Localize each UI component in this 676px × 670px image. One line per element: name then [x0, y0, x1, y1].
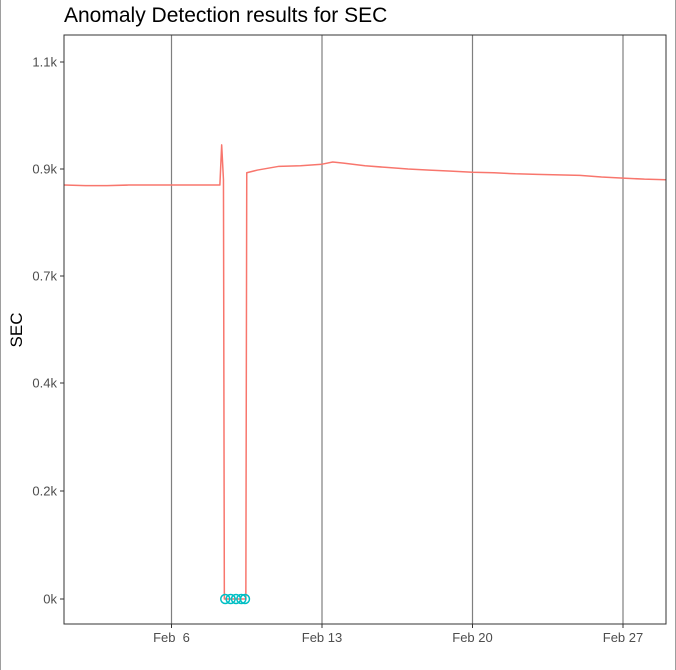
plot-panel [64, 35, 666, 624]
x-tick-label: Feb 13 [302, 630, 342, 645]
y-tick-label: 0.7k [32, 269, 57, 284]
y-tick-label: 1.1k [32, 55, 57, 70]
series-line [63, 144, 667, 600]
y-tick-label: 0.2k [32, 484, 57, 499]
x-tick-label: Feb 20 [452, 630, 492, 645]
anomaly-point [220, 593, 231, 605]
x-tick-label: Feb 6 [153, 630, 190, 645]
anomaly-point [236, 593, 247, 605]
chart-title: Anomaly Detection results for SEC [64, 4, 388, 27]
x-tick-label: Feb 27 [603, 630, 643, 645]
y-axis-title: SEC [7, 313, 26, 348]
axis-layer: Feb 6 Feb 13 Feb 20 Feb 27 0k 0.2k 0.4k 0.7k 0.9… [32, 55, 643, 646]
point-layer [220, 593, 251, 605]
line-layer [63, 144, 667, 600]
grid-layer [170, 35, 624, 624]
y-tick-label: 0.9k [32, 162, 57, 177]
plot-border [63, 34, 667, 625]
anomaly-point [225, 593, 236, 605]
y-tick-label: 0k [43, 592, 57, 607]
anomaly-point [239, 593, 251, 605]
y-tick-label: 0.4k [32, 376, 57, 391]
